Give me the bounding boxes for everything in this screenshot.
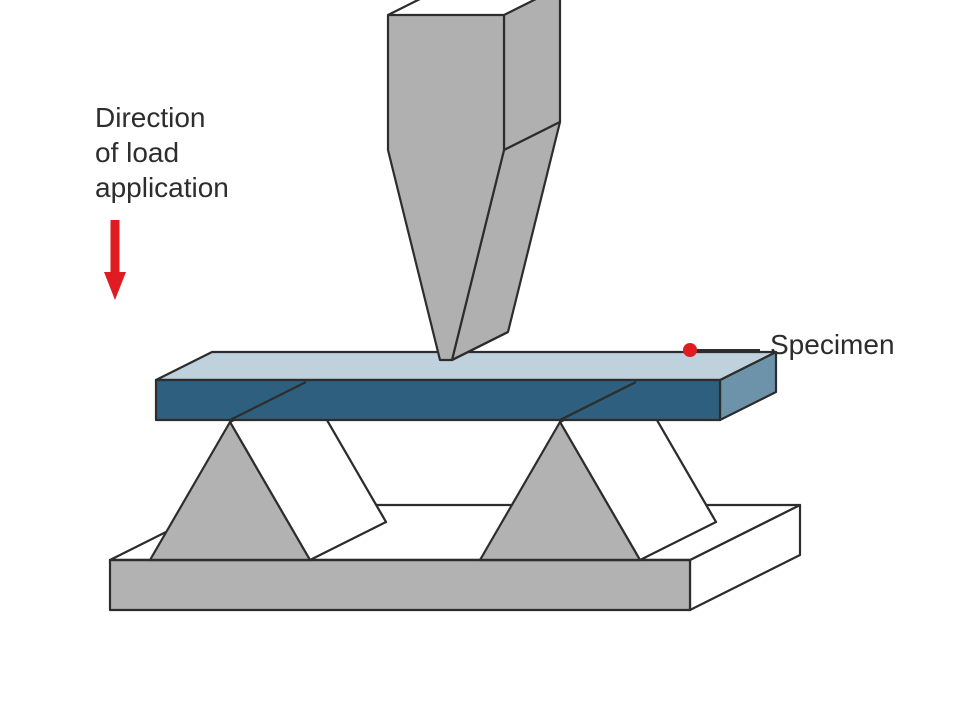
diagram-stage: Directionof loadapplication Specimen xyxy=(0,0,960,705)
direction-of-load-label: Directionof loadapplication xyxy=(95,100,229,205)
direction-label-line-2: application xyxy=(95,170,229,205)
specimen-top-face xyxy=(156,352,776,380)
specimen-label: Specimen xyxy=(770,327,895,362)
base-front-face xyxy=(110,560,690,610)
direction-label-line-0: Direction xyxy=(95,100,229,135)
load-direction-arrow-icon xyxy=(104,220,126,300)
direction-label-line-1: of load xyxy=(95,135,229,170)
specimen-callout-dot-icon xyxy=(683,343,697,357)
punch-top-left-edge xyxy=(388,0,444,15)
